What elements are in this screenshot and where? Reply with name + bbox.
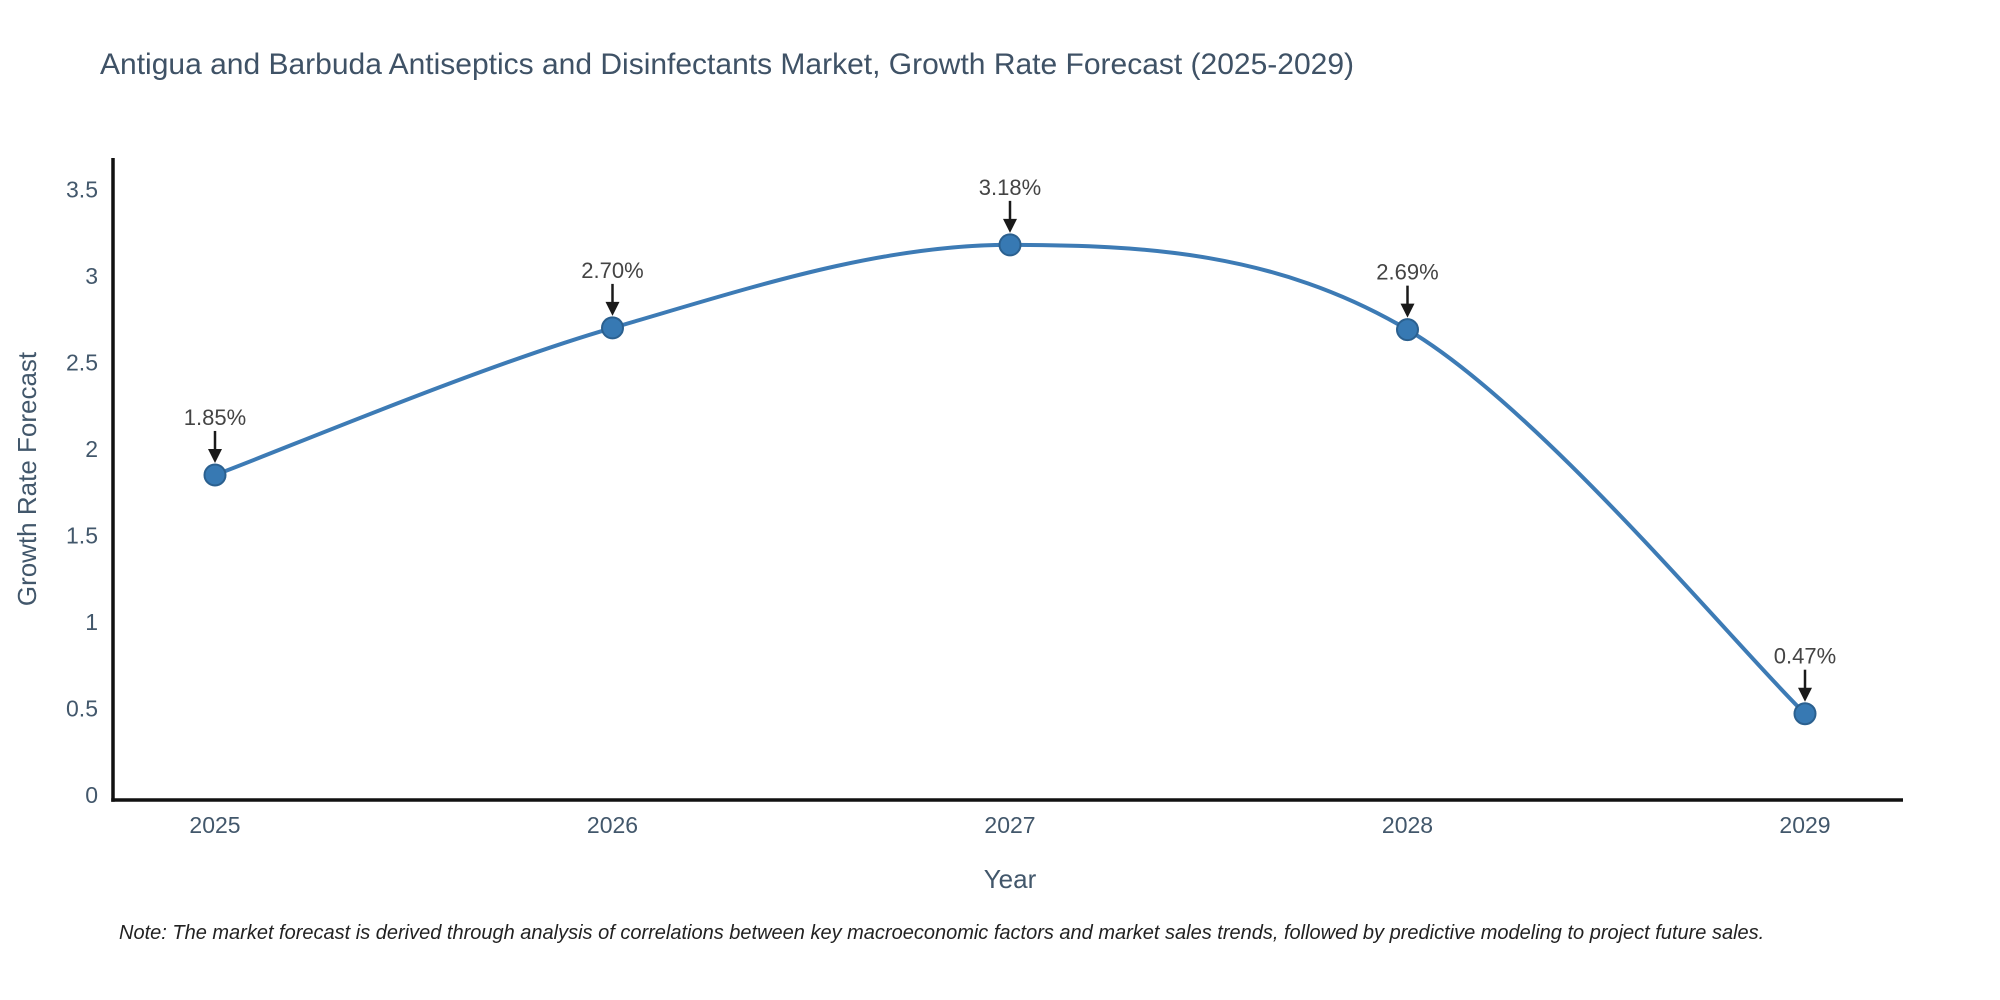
data-point-marker	[1793, 702, 1817, 726]
annotation-arrowhead-icon	[1003, 218, 1017, 233]
y-axis-tick-label: 2.5	[66, 350, 98, 376]
y-axis-tick-label: 1.5	[66, 523, 98, 549]
x-axis-tick-label: 2025	[189, 812, 240, 838]
y-axis-tick-label: 2	[85, 436, 98, 462]
y-axis-tick-label: 0.5	[66, 696, 98, 722]
point-value-annotation: 1.85%	[184, 405, 246, 430]
y-axis-tick-label: 1	[85, 609, 98, 635]
x-axis-tick-label: 2026	[587, 812, 638, 838]
annotation-arrowhead-icon	[1798, 687, 1812, 702]
x-axis-tick-label: 2028	[1382, 812, 1433, 838]
y-axis-title: Growth Rate Forecast	[12, 351, 42, 606]
data-point-marker	[203, 463, 227, 487]
x-axis-tick-label: 2029	[1779, 812, 1830, 838]
data-point-marker	[601, 316, 624, 340]
point-value-annotation: 3.18%	[979, 175, 1041, 200]
x-axis-title: Year	[984, 864, 1037, 894]
growth-rate-line	[213, 242, 1807, 716]
y-axis-tick-label: 3.5	[66, 177, 98, 203]
annotation-arrowhead-icon	[1400, 303, 1415, 318]
y-axis-tick-label: 0	[85, 782, 98, 808]
y-axis-tick-label: 3	[85, 263, 98, 289]
point-value-annotation: 0.47%	[1774, 644, 1836, 669]
data-point-marker	[998, 233, 1022, 257]
data-point-marker	[1396, 318, 1419, 342]
chart-title: Antigua and Barbuda Antiseptics and Disi…	[100, 48, 1355, 81]
x-axis-tick-label: 2027	[984, 812, 1035, 838]
chart-footnote: Note: The market forecast is derived thr…	[119, 922, 1765, 944]
annotation-arrowhead-icon	[208, 448, 222, 463]
point-value-annotation: 2.69%	[1376, 260, 1438, 285]
point-value-annotation: 2.70%	[581, 258, 643, 283]
annotation-arrowhead-icon	[605, 301, 620, 316]
